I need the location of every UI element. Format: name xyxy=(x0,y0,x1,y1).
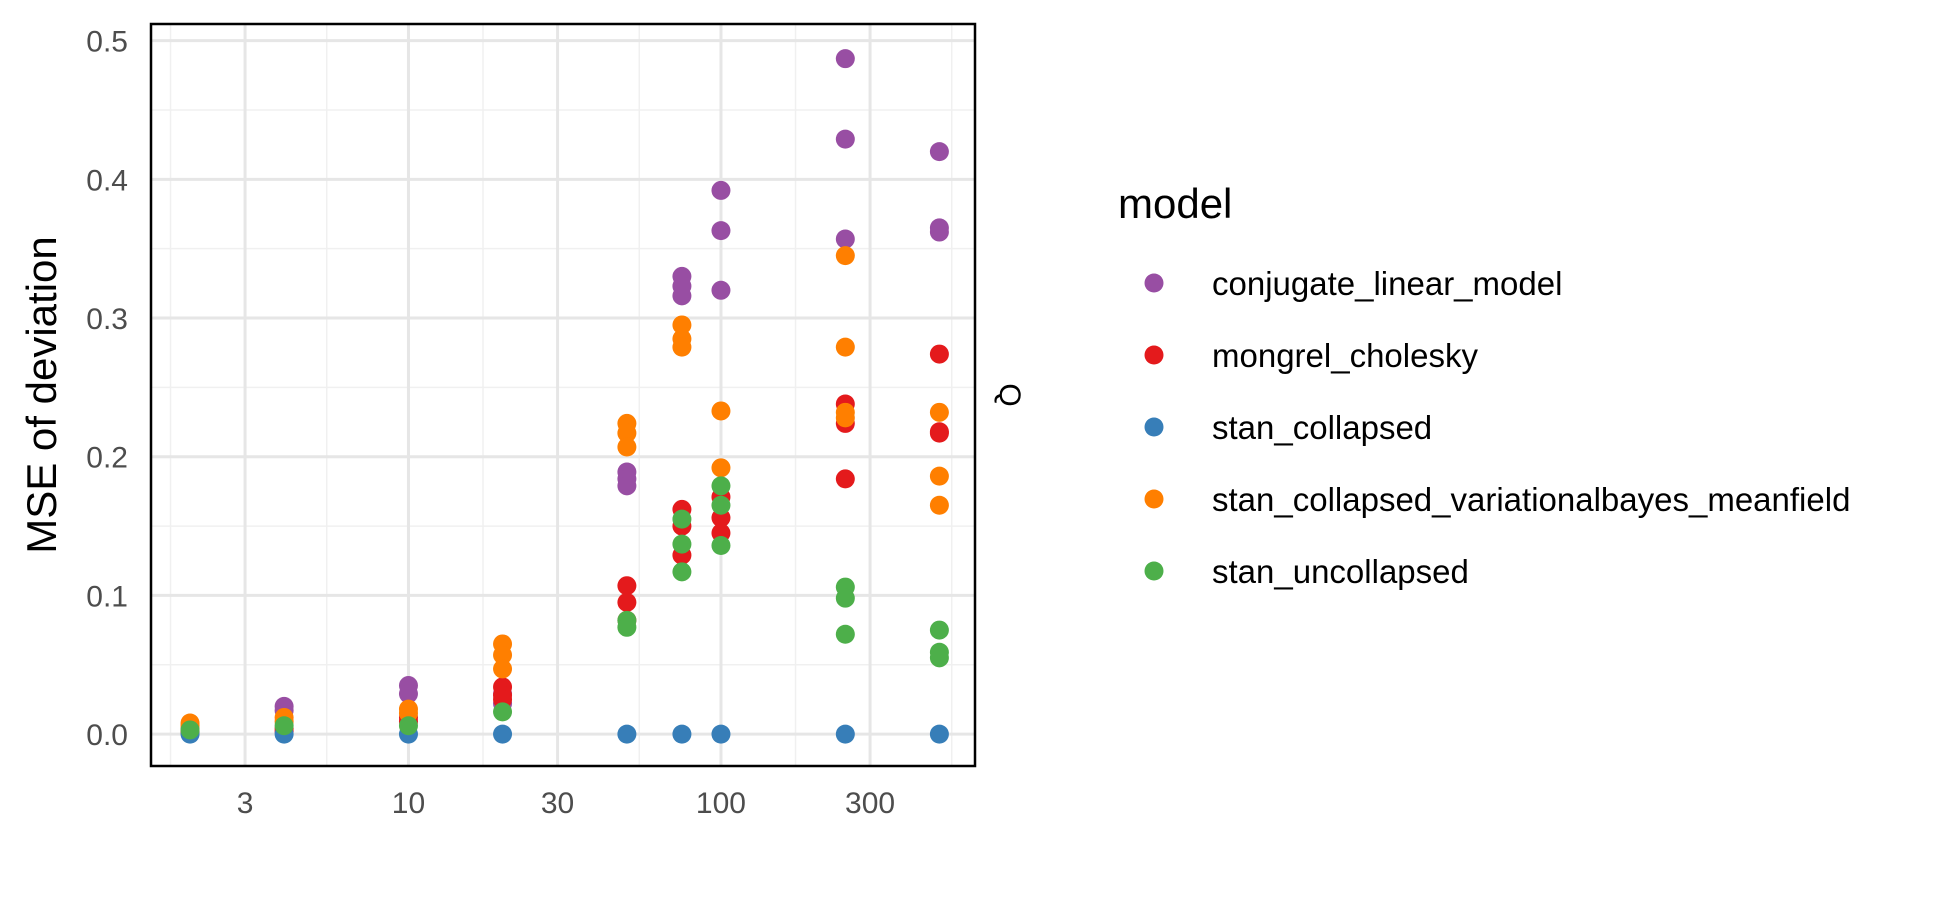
panel-border xyxy=(149,22,977,768)
data-point xyxy=(493,645,513,665)
data-point xyxy=(180,720,200,740)
data-point xyxy=(929,402,949,422)
data-point xyxy=(835,469,855,489)
legend: model conjugate_linear_model mongrel_chol… xyxy=(1118,180,1850,590)
data-point xyxy=(929,344,949,364)
x-tick-label: 10 xyxy=(392,787,425,820)
data-point xyxy=(398,684,418,704)
legend-label: mongrel_cholesky xyxy=(1212,337,1478,374)
y-axis-title: MSE of deviation xyxy=(18,236,65,554)
facet-strip-label: Q xyxy=(993,383,1026,406)
data-point xyxy=(672,337,692,357)
y-tick-label: 0.3 xyxy=(86,303,128,336)
data-points xyxy=(180,49,949,744)
data-point xyxy=(617,592,637,612)
data-point xyxy=(711,476,731,496)
data-point xyxy=(617,423,637,443)
y-tick-label: 0.5 xyxy=(86,26,128,59)
x-tick-label: 100 xyxy=(696,787,746,820)
data-point xyxy=(929,495,949,515)
data-point xyxy=(493,724,513,744)
legend-key xyxy=(1144,489,1164,509)
x-tick-label: 3 xyxy=(237,787,254,820)
data-point xyxy=(617,576,637,596)
data-point xyxy=(835,724,855,744)
data-point xyxy=(672,286,692,306)
y-tick-label: 0.2 xyxy=(86,442,128,475)
legend-label: stan_collapsed xyxy=(1212,409,1432,446)
y-tick-label: 0.0 xyxy=(86,719,128,752)
legend-label: stan_uncollapsed xyxy=(1212,553,1469,590)
data-point xyxy=(617,437,637,457)
legend-key xyxy=(1144,273,1164,293)
y-tick-label: 0.1 xyxy=(86,580,128,613)
legend-title: model xyxy=(1118,180,1232,227)
data-point xyxy=(711,495,731,515)
data-point xyxy=(835,49,855,69)
data-point xyxy=(711,180,731,200)
x-tick-label: 300 xyxy=(845,787,895,820)
data-point xyxy=(617,476,637,496)
data-point xyxy=(711,535,731,555)
data-point xyxy=(835,129,855,149)
data-point xyxy=(929,142,949,162)
legend-items: conjugate_linear_model mongrel_choleskyst… xyxy=(1144,265,1850,590)
data-point xyxy=(929,724,949,744)
data-point xyxy=(711,724,731,744)
legend-label: stan_collapsed_variationalbayes_meanfiel… xyxy=(1212,481,1850,518)
data-point xyxy=(672,509,692,529)
data-point xyxy=(398,716,418,736)
y-axis-ticks: 0.0 0.1 0.2 0.3 0.4 0.5 xyxy=(86,26,128,752)
data-point xyxy=(711,280,731,300)
data-point xyxy=(711,221,731,241)
data-point xyxy=(835,408,855,428)
data-point xyxy=(929,423,949,443)
data-point xyxy=(929,466,949,486)
data-point xyxy=(835,229,855,249)
data-point xyxy=(672,534,692,554)
data-point xyxy=(835,337,855,357)
data-point xyxy=(493,702,513,722)
data-point xyxy=(672,724,692,744)
data-point xyxy=(672,562,692,582)
data-point xyxy=(672,315,692,335)
legend-key xyxy=(1144,417,1164,437)
y-tick-label: 0.4 xyxy=(86,164,128,197)
x-axis-ticks: 3 10 30 100 300 xyxy=(237,787,895,820)
data-point xyxy=(711,458,731,478)
data-point xyxy=(929,222,949,242)
data-point xyxy=(274,716,294,736)
data-point xyxy=(929,648,949,668)
data-point xyxy=(835,246,855,266)
legend-label: conjugate_linear_model xyxy=(1212,265,1562,302)
data-point xyxy=(711,401,731,421)
data-point xyxy=(617,617,637,637)
data-point xyxy=(493,659,513,679)
x-tick-label: 30 xyxy=(541,787,574,820)
data-point xyxy=(835,624,855,644)
legend-key xyxy=(1144,561,1164,581)
legend-key xyxy=(1144,345,1164,365)
data-point xyxy=(835,588,855,608)
data-point xyxy=(929,620,949,640)
data-point xyxy=(617,724,637,744)
